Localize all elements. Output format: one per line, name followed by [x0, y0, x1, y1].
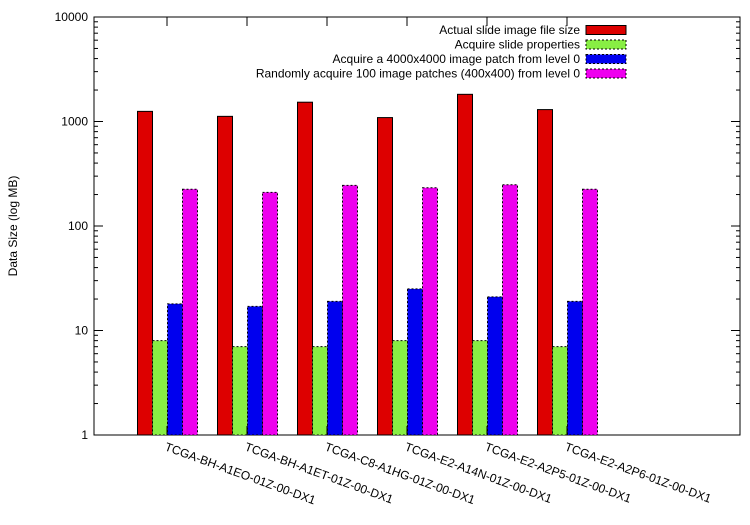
bar-actual — [217, 115, 233, 436]
bar-properties — [392, 340, 408, 436]
bars — [137, 93, 598, 436]
x-tick-label: TCGA-E2-A2P6-01Z-00-DX1 — [563, 440, 713, 506]
legend-swatch-properties — [585, 39, 627, 50]
bar-random — [582, 188, 598, 436]
x-tick-label: TCGA-E2-A14N-01Z-00-DX1 — [403, 440, 554, 506]
y-tick-label: 100 — [68, 219, 88, 233]
bar-random — [342, 184, 358, 436]
bar-actual — [297, 101, 313, 436]
bar-patch — [247, 305, 263, 436]
x-tick-label: TCGA-BH-A1EO-01Z-00-DX1 — [163, 440, 318, 508]
bar-actual — [537, 109, 553, 436]
bar-properties — [152, 340, 168, 436]
bar-random — [262, 191, 278, 436]
bar-random — [422, 187, 438, 436]
bar-properties — [552, 346, 568, 436]
y-axis-title: Data Size (log MB) — [6, 176, 20, 277]
bar-properties — [472, 340, 488, 436]
bar-patch — [407, 288, 423, 436]
x-tick-label: TCGA-BH-A1ET-01Z-00-DX1 — [243, 440, 395, 507]
bar-actual — [377, 117, 393, 436]
bar-random — [502, 184, 518, 436]
legend-swatch-patch — [585, 54, 627, 64]
y-axis: 1 10 100 1000 10000 — [55, 10, 740, 442]
legend-swatch-random — [585, 68, 627, 79]
legend-label: Randomly acquire 100 image patches (400x… — [256, 67, 581, 81]
bar-properties — [312, 346, 328, 436]
y-tick-label: 1 — [81, 428, 88, 442]
legend-swatch-actual — [585, 25, 627, 35]
y-tick-label: 1000 — [61, 115, 88, 129]
bar-properties — [232, 346, 248, 436]
x-tick-label: TCGA-E2-A2P5-01Z-00-DX1 — [483, 440, 633, 506]
legend-label: Acquire a 4000x4000 image patch from lev… — [333, 52, 581, 66]
y-tick-label: 10000 — [55, 10, 89, 24]
bar-actual — [137, 110, 153, 436]
x-tick-label: TCGA-C8-A1HG-01Z-00-DX1 — [323, 440, 477, 508]
legend-label: Acquire slide properties — [455, 38, 580, 52]
bar-patch — [167, 303, 183, 436]
bar-actual — [457, 93, 473, 436]
bar-patch — [567, 300, 583, 436]
bar-patch — [327, 300, 343, 436]
bar-patch — [487, 296, 503, 436]
y-tick-label: 10 — [75, 324, 89, 338]
legend-label: Actual slide image file size — [439, 23, 580, 37]
bar-random — [182, 188, 198, 436]
